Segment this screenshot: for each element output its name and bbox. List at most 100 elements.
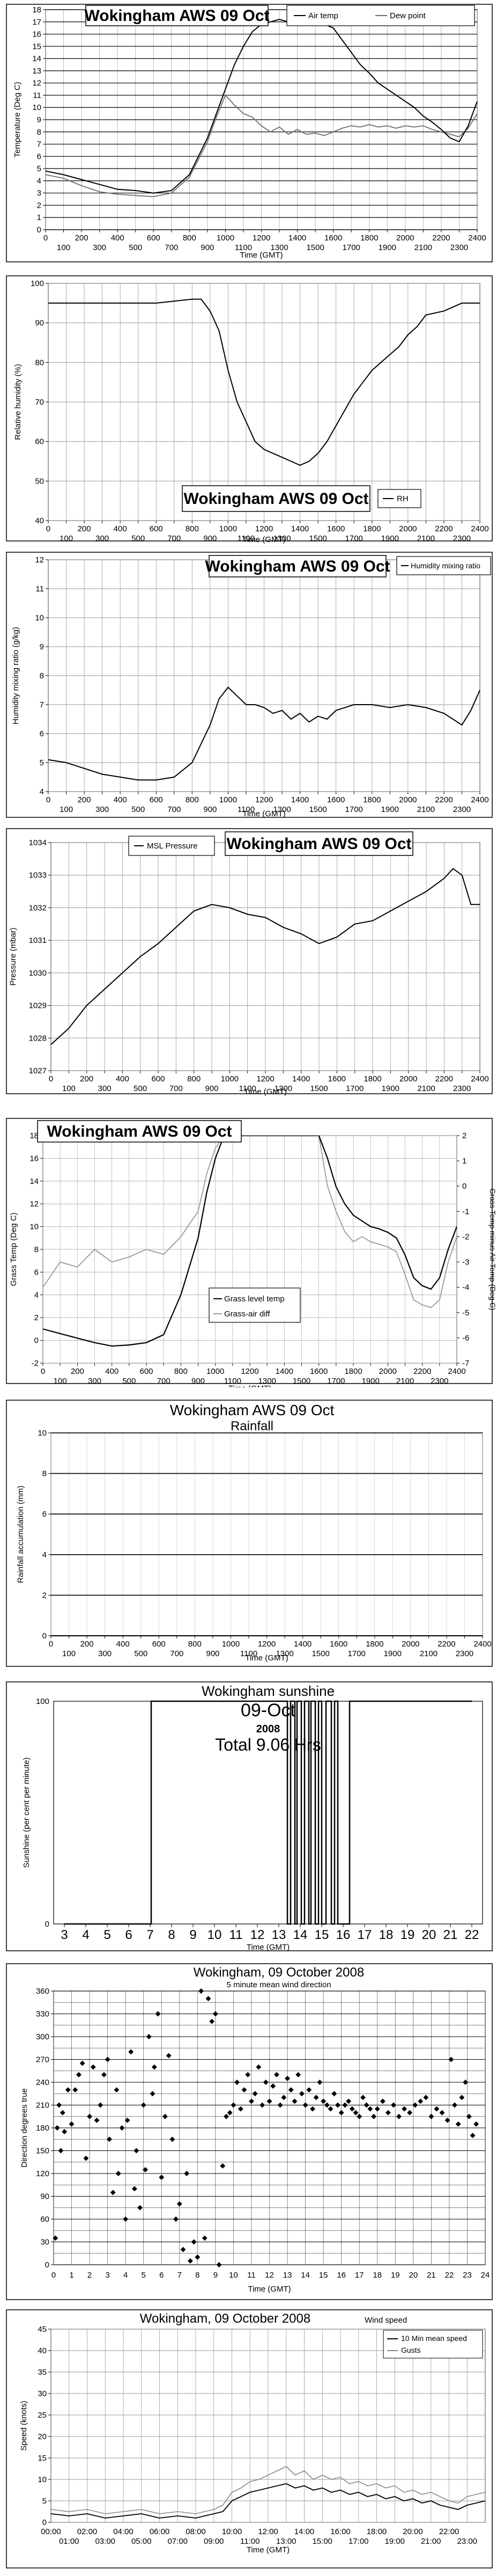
y2-tick-label: -5 [462,1308,469,1318]
x-tick-label: 8 [195,2271,199,2280]
y-axis-title: Direction degrees true [20,2088,29,2168]
x-tick-label: 8 [168,1928,175,1942]
y-tick-label: 2 [34,1313,39,1322]
x-tick-label: 2300 [431,1377,448,1386]
grass-air-diff-line [43,1136,457,1308]
x-tick-label: 700 [167,534,181,543]
x-tick-label: 2300 [453,534,471,543]
x-tick-label: 2400 [448,1367,465,1376]
x-tick-label: 1600 [330,1640,347,1649]
direction-point [331,2091,337,2097]
x-tick-label: 17 [358,1928,372,1942]
x-tick-label: 7 [177,2271,182,2280]
x-tick-label: 1800 [364,1074,381,1084]
y-tick-label: 180 [36,2124,49,2133]
x-tick-label: 1200 [253,233,270,243]
mixing-ratio-chart-panel: 0 200 400 600 800 1000 1200 1400 1600 1800 2000 220… [0,550,504,821]
x-tick-label: 20 [409,2271,418,2280]
y-tick-label: 15 [32,42,41,51]
x-tick-label: 200 [75,233,88,243]
x-tick-label: 0 [46,795,50,804]
y-axis-title: Grass Temp (Deg C) [9,1212,18,1286]
x-tick-label: 4 [82,1928,89,1942]
direction-point [342,2102,348,2108]
direction-point [252,2091,258,2097]
y-tick-label: 120 [36,2169,49,2178]
y-axis-title: Speed (knots) [19,2401,28,2450]
legend-label: Humidity mixing ratio [411,561,480,570]
direction-point [412,2102,418,2108]
y-tick-label: 360 [36,1987,49,1996]
direction-point [105,2057,110,2062]
x-tick-label: 00:00 [41,2527,61,2536]
direction-point [277,2102,283,2108]
x-tick-label: 1300 [258,1377,276,1386]
chart-subtitle: Rainfall [231,1419,273,1433]
x-tick-label: 18 [373,2271,382,2280]
x-tick-label: 1100 [238,534,255,543]
y-tick-label: 18 [29,1131,39,1140]
x-tick-label: 22 [465,1928,479,1942]
y-tick-label: 9 [40,642,44,652]
y-tick-label: 6 [40,729,44,738]
series-group [43,1136,457,1347]
x-tick-label: 11:00 [240,2537,260,2546]
x-tick-label: 1700 [348,1649,366,1658]
y-tick-label: 0 [42,1631,47,1641]
x-tick-label: 1000 [222,1640,240,1649]
direction-point [115,2171,121,2176]
y-tick-label: 3 [37,189,41,198]
y-tick-label: 0 [45,1920,49,1929]
x-tick-label: 17 [355,2271,364,2280]
x-axis-title: Time (GMT) [247,2545,290,2555]
legend-label: Air temp [308,11,338,20]
x-tick-label: 01:00 [59,2537,79,2546]
x-tick-label: 600 [147,233,160,243]
y-tick-label: 6 [37,152,41,161]
y-tick-label: 1033 [29,871,47,880]
direction-point [184,2171,190,2176]
y-tick-label: 45 [38,2325,47,2334]
x-tick-label: 800 [183,233,196,243]
y-tick-label: 5 [42,2497,47,2506]
x-tick-label: 300 [88,1377,101,1386]
x-tick-label: 200 [71,1367,84,1376]
y-tick-label: 13 [32,67,41,76]
chart-title: Wokingham AWS 09 Oct [183,490,368,508]
x-tick-label: 22:00 [439,2527,459,2536]
y-tick-label: 6 [42,1510,47,1519]
x-tick-label: 2 [87,2271,92,2280]
x-tick-label: 100 [60,805,73,814]
direction-point [317,2080,323,2085]
x-tick-label: 700 [165,243,178,252]
x-tick-label: 400 [116,1640,130,1649]
direction-point [169,2136,175,2142]
x-tick-label: 1900 [361,1377,379,1386]
x-tick-label: 2200 [432,233,450,243]
x-tick-label: 1900 [382,1084,399,1093]
direction-point [150,2091,155,2097]
y-tick-label: 11 [35,584,44,594]
x-tick-label: 2100 [417,534,435,543]
x-tick-label: 500 [134,1084,147,1093]
x-tick-label: 1300 [275,1084,292,1093]
direction-point [58,2148,64,2154]
x-tick-label: 1400 [291,524,309,533]
y-tick-label: 14 [32,54,41,63]
x-tick-label: 500 [122,1377,136,1386]
y-tick-label: 12 [32,79,41,88]
x-tick-label: 100 [62,1084,76,1093]
direction-point [390,2102,396,2108]
x-tick-label: 18:00 [367,2527,387,2536]
x-tick-label: 20:00 [403,2527,423,2536]
direction-point [234,2080,240,2085]
x-tick-label: 2000 [399,1074,417,1084]
x-tick-label: 700 [167,805,181,814]
x-tick-label: 1500 [306,243,324,252]
y-axis-title: Humidity mixing ratio (g/kg) [11,627,20,724]
direction-point [140,2102,146,2108]
x-tick-label: 2000 [379,1367,397,1376]
y-tick-label: 12 [29,1199,39,1209]
x-tick-label: 1700 [343,243,360,252]
sunshine-chart-panel: 0 100 3 4 5 6 7 8 9 10 11 12 13 14 15 16 17 18 19 20 21 22 Wok… [0,1680,504,1956]
